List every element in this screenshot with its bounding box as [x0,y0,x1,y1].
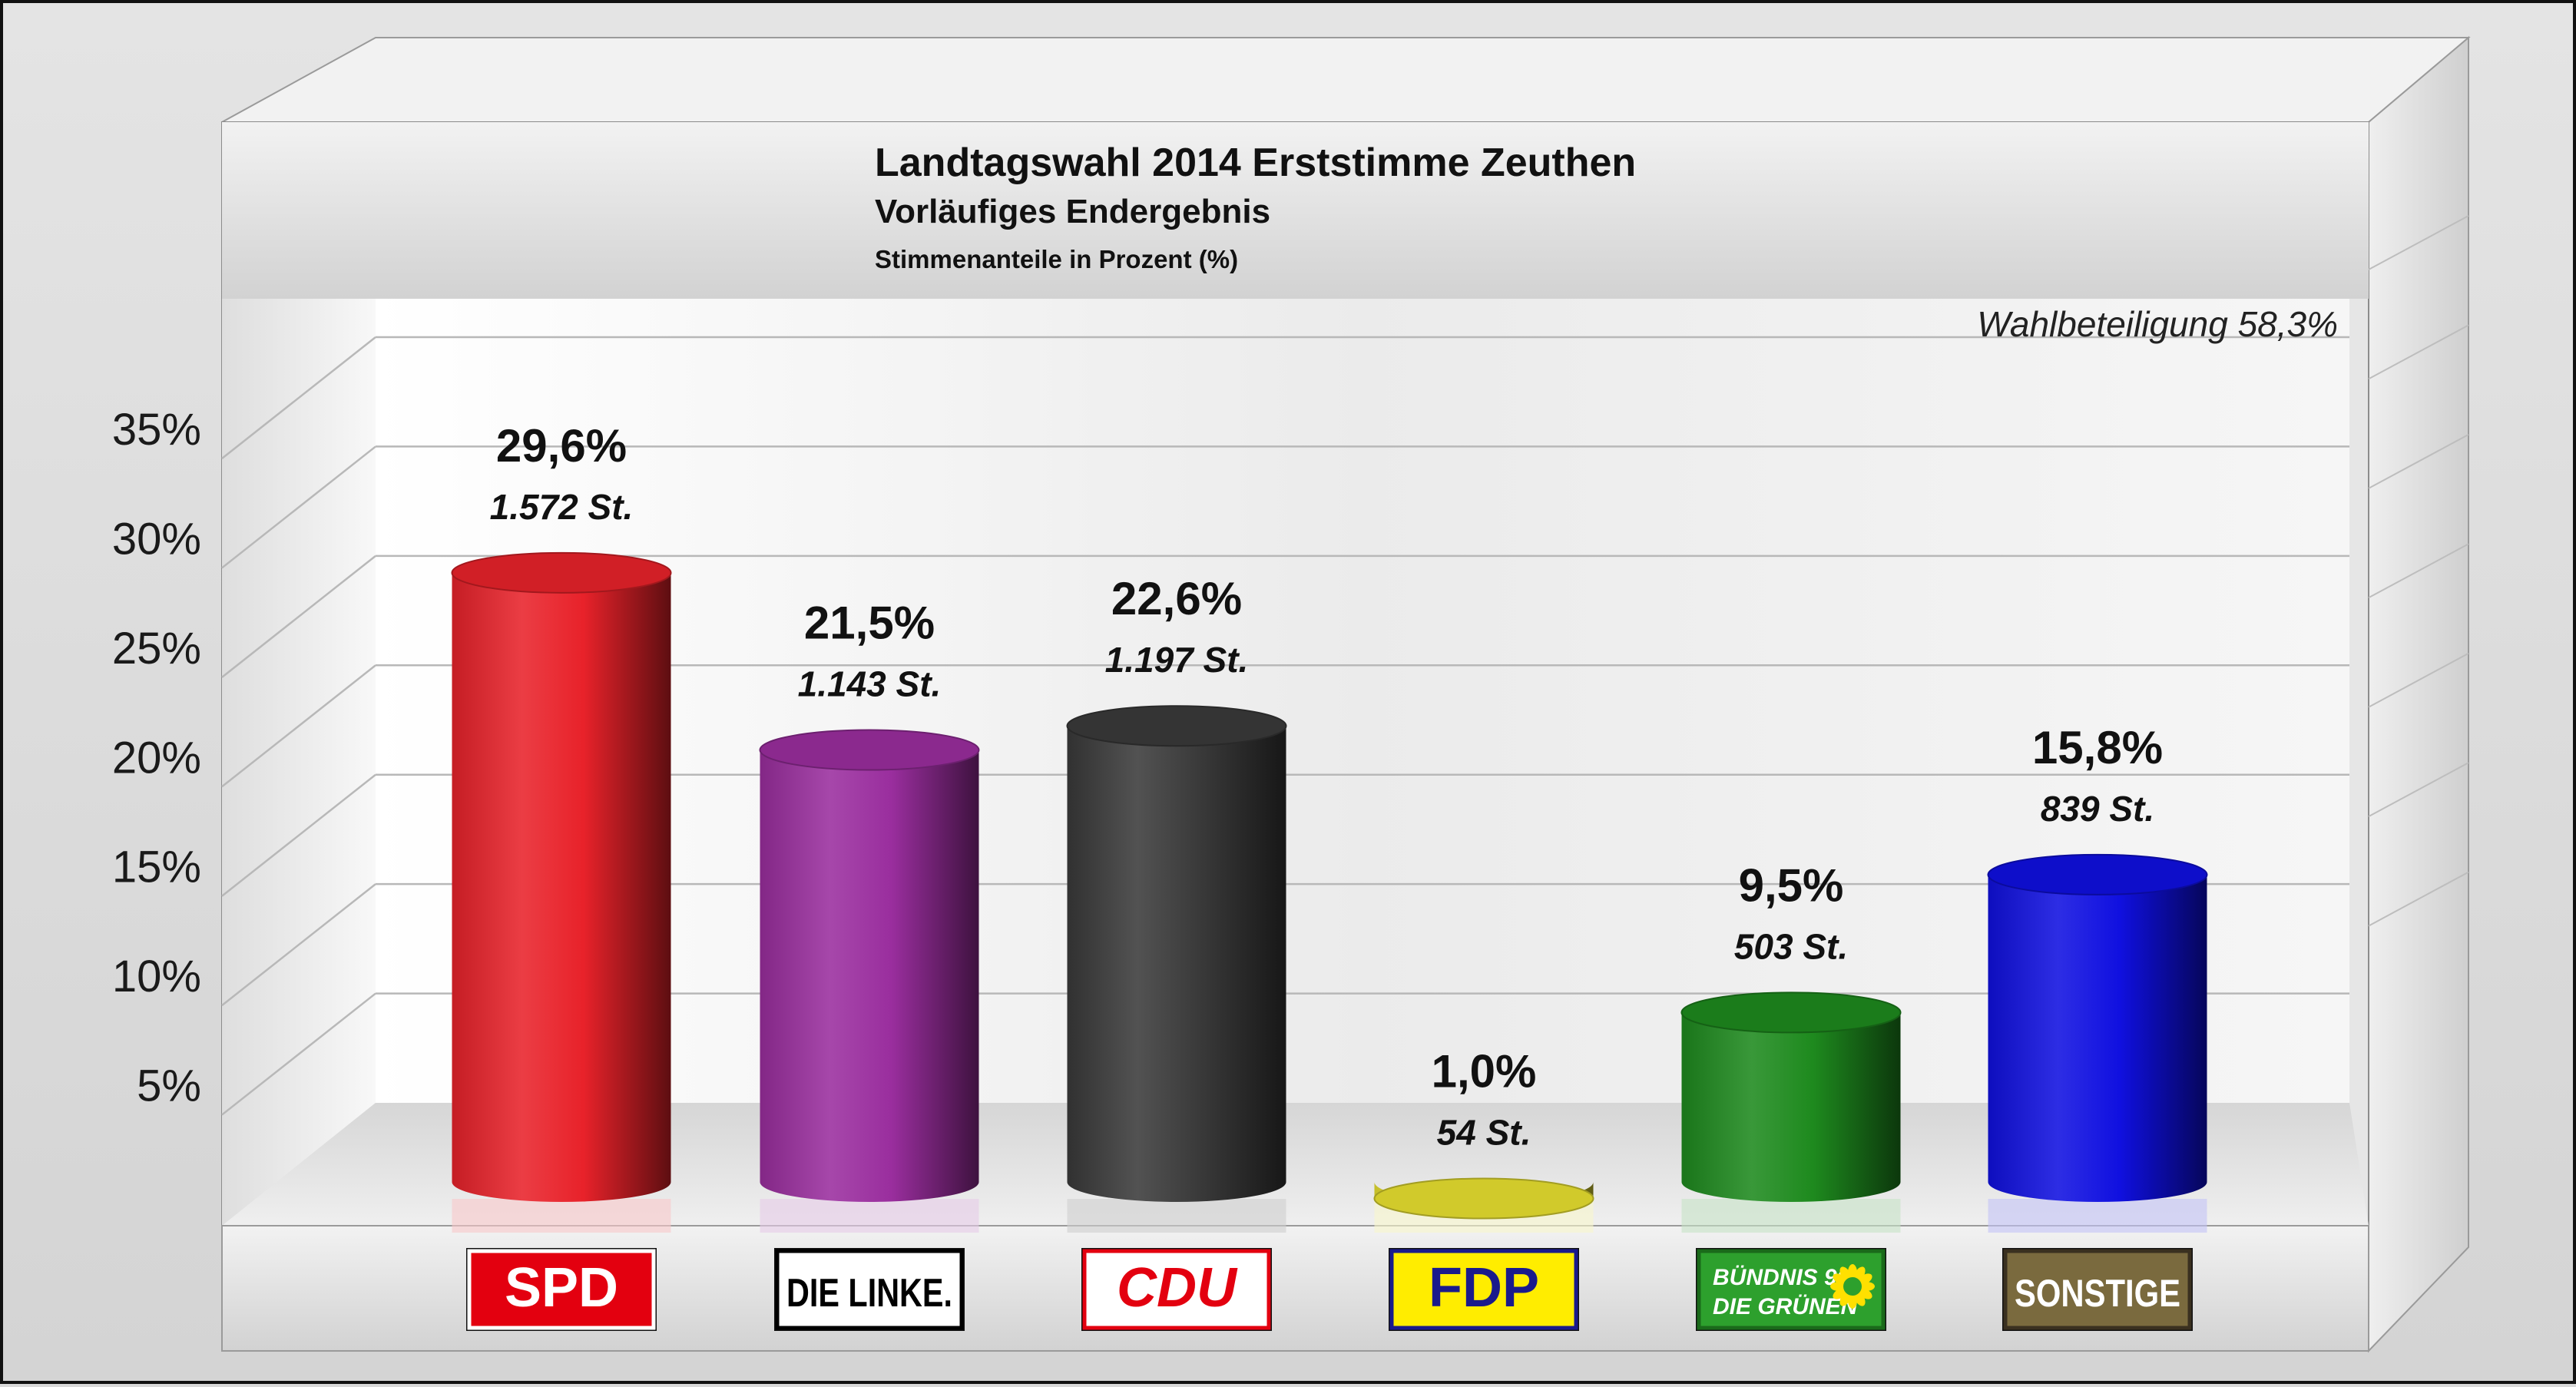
bar-reflection [452,1199,671,1233]
bar-top [451,551,672,594]
bar-body [1067,726,1286,1202]
bar-votes-label: 839 St. [2041,789,2154,829]
turnout-annotation: Wahlbeteiligung 58,3% [1977,304,2338,344]
title-band [222,122,2369,299]
gridline-left [221,336,376,459]
gridline-right [2368,215,2469,270]
bar-value-label: 22,6% [1111,573,1242,624]
bar [759,729,980,1233]
gridline-left [221,554,376,678]
party-logo: SONSTIGE [2002,1248,2193,1331]
bar [1373,1177,1594,1233]
bar-reflection [1067,1199,1286,1233]
logo-box [1389,1249,1578,1330]
gridline-left [221,445,376,569]
box-top [221,37,2471,123]
party-logo: SPD [466,1248,657,1331]
bar-votes-label: 1.572 St. [490,487,634,527]
bar [1680,991,1902,1233]
gridline-left [221,664,376,788]
x-tick-label: DIE LINKE. [786,1271,952,1316]
bar-value-label: 29,6% [496,420,627,472]
box-right-wall [2368,35,2469,1353]
bar [1066,705,1287,1233]
y-axis-label: Stimmenanteile in Prozent (%) [875,245,1238,273]
bar-value-label: 1,0% [1432,1046,1537,1097]
x-tick-label: SONSTIGE [2015,1272,2180,1315]
x-tick-label: FDP [1429,1257,1539,1319]
gridline-left [221,773,376,897]
bar-reflection [760,1199,979,1233]
bar-body [452,572,671,1202]
x-tick-label: CDU [1117,1257,1238,1319]
party-logo: FDP [1389,1248,1579,1331]
y-tick-label: 30% [112,514,201,564]
bar-top [1987,853,2208,895]
gridline-right [2368,324,2469,380]
bar-top [1680,991,1902,1034]
bar-reflection [1988,1199,2207,1233]
gridline-right [2368,652,2469,708]
gridline-right [2368,871,2469,927]
bar-value-label: 21,5% [804,598,935,649]
bar-value-label: 9,5% [1739,859,1844,911]
gridline-right [2368,762,2469,818]
bar-body [760,750,979,1202]
bar [1987,853,2208,1233]
gridline-right [2368,543,2469,599]
logo-box [2003,1249,2192,1330]
bar-votes-label: 1.143 St. [798,664,942,704]
party-logo: DIE LINKE. [774,1248,965,1331]
bar-votes-label: 1.197 St. [1105,640,1249,680]
sunflower-center [1843,1277,1862,1296]
gridline-left [221,883,376,1007]
plot-left-wall [222,299,376,1226]
y-tick-label: 10% [112,952,201,1001]
y-tick-label: 25% [112,624,201,674]
y-tick-label: 20% [112,733,201,783]
bar [451,551,672,1233]
bar-top [1066,705,1287,747]
y-tick-label: 5% [137,1061,201,1111]
bar-body [1681,1012,1901,1202]
x-tick-label: SPD [505,1257,618,1319]
bar-votes-label: 54 St. [1437,1113,1531,1153]
bar-votes-label: 503 St. [1734,926,1848,966]
gridline-right [2368,433,2469,489]
bar-chart: 5% 10% 15% 20% 25% 30% 35% Landtagswahl 2014 Er… [112,35,2471,1353]
y-tick-label: 35% [112,405,201,455]
bar-value-label: 15,8% [2032,722,2163,773]
x-tick-label: BÜNDNIS 90 [1713,1265,1850,1290]
bar-top [1373,1177,1594,1220]
logo-box [775,1249,964,1330]
party-logo: CDU [1081,1248,1272,1331]
chart-title: Landtagswahl 2014 Erststimme Zeuthen [875,141,1636,185]
chart-subtitle: Vorläufiges Endergebnis [875,193,1270,230]
logo-box [1082,1249,1271,1330]
y-tick-label: 15% [112,842,201,892]
bar-reflection [1681,1199,1901,1233]
logo-box [467,1249,656,1330]
bar-body [1988,874,2207,1202]
gridline-left [221,992,376,1116]
bar-top [759,729,980,771]
